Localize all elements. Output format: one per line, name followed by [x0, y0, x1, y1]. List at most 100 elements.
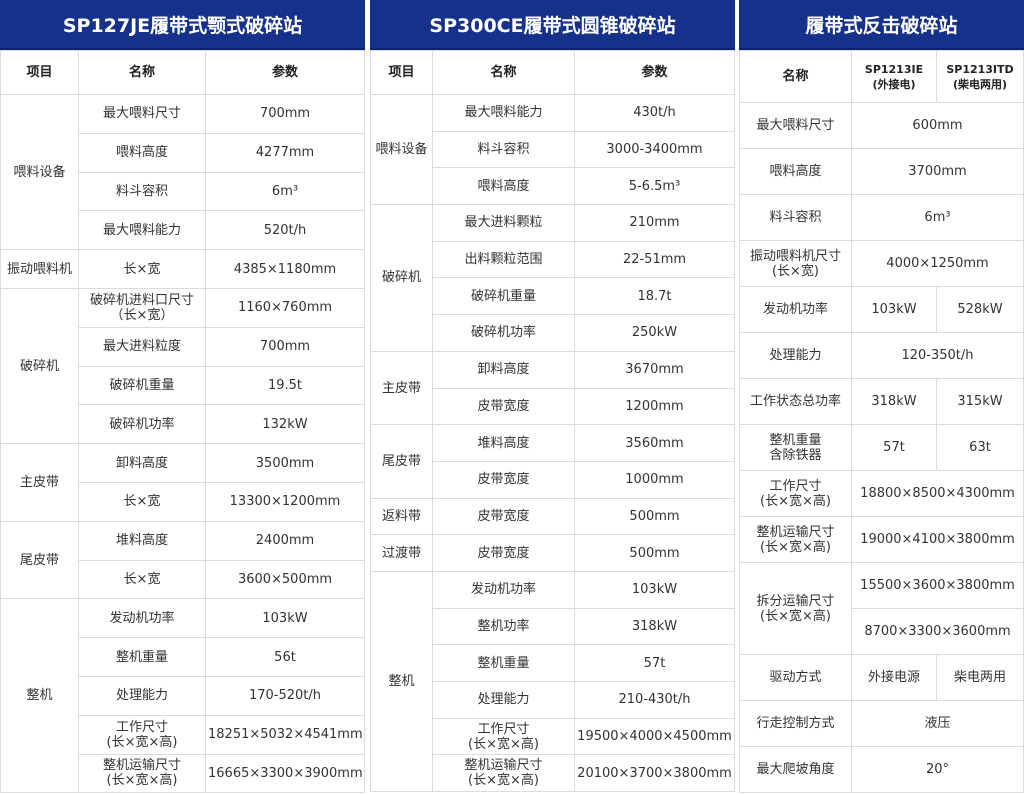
- param-value: 500mm: [574, 534, 735, 572]
- table-row: 整机 发动机功率 103kW: [0, 598, 365, 794]
- table-row: 长×宽 3600×500mm: [1, 559, 365, 600]
- param-name: 工作尺寸 (长×宽×高): [739, 470, 852, 517]
- table-row: 破碎机 最大进料颗粒 210mm: [370, 204, 735, 352]
- table-row: 喂料高度 4277mm: [1, 132, 365, 173]
- param-value: 19500×4000×4500mm: [574, 717, 735, 756]
- column-header: SP1213ITD (柴电两用): [936, 50, 1024, 103]
- group-label: 整机: [370, 570, 433, 793]
- param-value: 600mm: [851, 102, 1024, 149]
- param-value: 103kW: [574, 570, 735, 609]
- table-row: 破碎机 破碎机进料口尺寸 （长×宽） 1160×760mm: [0, 287, 365, 445]
- group-label: 主皮带: [0, 443, 79, 522]
- impact-crusher-panel: 履带式反击破碎站 名称 SP1213IE (外接电) SP1213ITD (柴电两用…: [739, 0, 1024, 795]
- param-name: 喂料高度: [78, 132, 206, 173]
- param-name: 拆分运输尺寸 (长×宽×高): [739, 562, 852, 655]
- param-value: 210-430t/h: [574, 681, 735, 719]
- sp300ce-panel: SP300CE履带式圆锥破碎站 项目 名称 参数 喂料设备 最大喂料能力 430t/h 料斗…: [370, 0, 735, 795]
- param-value: 6m³: [205, 171, 365, 212]
- param-name: 处理能力: [739, 332, 852, 379]
- param-value: 4277mm: [205, 132, 365, 173]
- param-value: 700mm: [205, 94, 365, 134]
- table-row: 处理能力 120-350t/h: [739, 332, 1024, 379]
- table-row: 破碎机重量 18.7t: [371, 277, 735, 316]
- param-value: 315kW: [936, 378, 1024, 425]
- param-value: 4000×1250mm: [851, 240, 1024, 287]
- param-name: 整机运输尺寸 (长×宽×高): [432, 754, 575, 793]
- param-value: 外接电源: [851, 654, 937, 701]
- group-label: 破碎机: [0, 287, 79, 445]
- impact-spec-table: 名称 SP1213IE (外接电) SP1213ITD (柴电两用) 最大喂料尺寸 60…: [739, 50, 1024, 793]
- param-name: 料斗容积: [432, 130, 575, 169]
- param-value: 57t: [851, 424, 937, 471]
- param-name: 料斗容积: [78, 171, 206, 212]
- param-value: 1200mm: [574, 387, 735, 426]
- param-name: 喂料高度: [432, 167, 575, 206]
- param-value: 19000×4100×3800mm: [851, 516, 1024, 563]
- table-row: 破碎机功率 132kW: [1, 404, 365, 445]
- param-value: 2400mm: [205, 520, 365, 561]
- param-name: 整机功率: [432, 607, 575, 646]
- param-value: 13300×1200mm: [205, 481, 365, 522]
- param-name: 工作状态总功率: [739, 378, 852, 425]
- param-value: 170-520t/h: [205, 675, 365, 716]
- table-row: 整机重量 56t: [1, 637, 365, 677]
- table-row: 最大喂料尺寸 600mm: [739, 102, 1024, 149]
- param-value: 318kW: [851, 378, 937, 425]
- table-row: 整机功率 318kW: [371, 607, 735, 646]
- param-value: 15500×3600×3800mm: [851, 562, 1024, 609]
- param-name: 振动喂料机尺寸 (长×宽): [739, 240, 852, 287]
- param-name: 破碎机重量: [78, 365, 206, 406]
- table-row: 最大爬坡角度 20°: [739, 746, 1024, 793]
- param-name: 驱动方式: [739, 654, 852, 701]
- param-name: 卸料高度: [432, 350, 575, 389]
- param-name: 最大喂料尺寸: [739, 102, 852, 149]
- param-value: 103kW: [851, 286, 937, 333]
- param-value: 3000-3400mm: [574, 130, 735, 169]
- table-row: 工作尺寸 (长×宽×高) 18800×8500×4300mm: [739, 470, 1024, 517]
- param-name: 堆料高度: [432, 424, 575, 462]
- group-label: 振动喂料机: [0, 249, 79, 289]
- param-value: 22-51mm: [574, 240, 735, 279]
- param-value: 210mm: [574, 204, 735, 242]
- param-name: 喂料高度: [739, 148, 852, 195]
- panel-title: SP300CE履带式圆锥破碎站: [370, 0, 735, 50]
- group-label: 破碎机: [370, 204, 433, 352]
- column-header: 项目: [0, 50, 79, 95]
- param-value: 3500mm: [205, 443, 365, 483]
- param-name: 发动机功率: [432, 570, 575, 609]
- param-name: 破碎机功率: [78, 404, 206, 445]
- param-value: 18251×5032×4541mm: [205, 714, 365, 755]
- param-name: 发动机功率: [739, 286, 852, 333]
- table-row: 破碎机重量 19.5t: [1, 365, 365, 406]
- param-value: 6m³: [851, 194, 1024, 241]
- column-header: 名称: [78, 50, 206, 95]
- param-value: 16665×3300×3900mm: [205, 753, 365, 794]
- column-header: 参数: [574, 50, 735, 95]
- panel-title: 履带式反击破碎站: [739, 0, 1024, 50]
- param-name: 工作尺寸 (长×宽×高): [78, 714, 206, 755]
- param-name: 处理能力: [432, 681, 575, 719]
- table-row: 主皮带 卸料高度 3500mm: [0, 443, 365, 522]
- table-row: 喂料设备 最大喂料尺寸 700mm: [0, 93, 365, 251]
- param-name: 长×宽: [78, 559, 206, 600]
- param-name: 破碎机功率: [432, 314, 575, 352]
- param-name: 整机运输尺寸 (长×宽×高): [78, 753, 206, 794]
- param-name: 整机重量: [78, 637, 206, 677]
- param-value: 8700×3300×3600mm: [851, 608, 1024, 655]
- table-row: 工作尺寸 (长×宽×高) 19500×4000×4500mm: [371, 717, 735, 756]
- table-row: 整机重量 含除铁器 57t 63t: [739, 424, 1024, 471]
- table-row: 喂料高度 3700mm: [739, 148, 1024, 195]
- table-row: 振动喂料机 长×宽 4385×1180mm: [0, 249, 365, 289]
- table-row: 尾皮带 堆料高度 3560mm: [370, 424, 735, 499]
- param-name: 整机运输尺寸 (长×宽×高): [739, 516, 852, 563]
- table-row: 皮带宽度 1200mm: [371, 387, 735, 426]
- table-row: 料斗容积 6m³: [1, 171, 365, 212]
- group-label: 尾皮带: [370, 424, 433, 499]
- param-name: 最大喂料尺寸: [78, 94, 206, 134]
- table-row: 返料带 皮带宽度 500mm: [370, 497, 735, 536]
- table-row: 最大进料粒度 700mm: [1, 326, 365, 367]
- sp300ce-spec-table: 项目 名称 参数 喂料设备 最大喂料能力 430t/h 料斗容积 3000-3400mm 喂料高…: [370, 50, 735, 793]
- param-name: 整机重量 含除铁器: [739, 424, 852, 471]
- param-value: 250kW: [574, 314, 735, 352]
- param-value: 20100×3700×3800mm: [574, 754, 735, 793]
